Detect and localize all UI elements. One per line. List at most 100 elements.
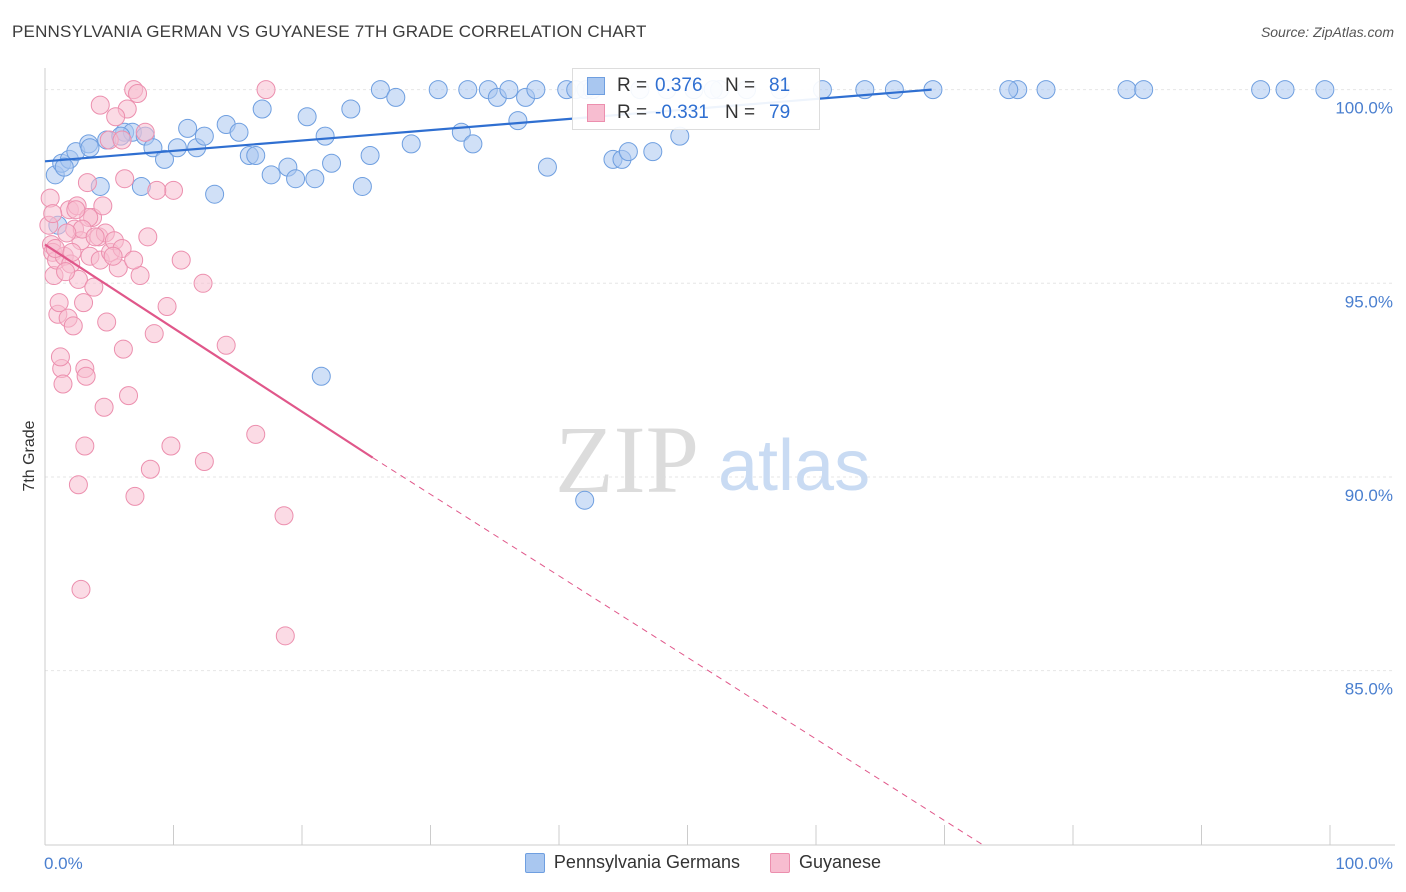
data-point (352, 176, 372, 196)
data-point (63, 316, 83, 336)
data-point (178, 118, 198, 138)
data-point (43, 204, 63, 224)
legend-r-label: R = (617, 102, 648, 123)
axes (44, 68, 1395, 846)
legend-n-label: N = (725, 102, 756, 123)
data-point (125, 486, 145, 506)
data-point (68, 475, 88, 495)
y-tick-label: 100.0% (1335, 99, 1393, 118)
data-point (157, 297, 177, 317)
legend-n-label: N = (725, 75, 756, 96)
data-point (256, 80, 276, 100)
data-point (167, 138, 187, 158)
data-point (74, 293, 94, 313)
data-point (171, 250, 191, 270)
data-point (57, 223, 77, 243)
legend-row-guyanese: R = -0.331 N = 79 (587, 101, 790, 125)
data-point (76, 366, 96, 386)
data-point (113, 339, 133, 359)
x-tick-label: 100.0% (1335, 854, 1393, 873)
y-tick-label: 85.0% (1345, 680, 1393, 699)
data-point (193, 273, 213, 293)
data-point (618, 142, 638, 162)
data-point (161, 436, 181, 456)
data-point (103, 246, 123, 266)
y-tick-label: 95.0% (1345, 292, 1393, 311)
legend-swatch-pink (587, 104, 605, 122)
data-point (274, 506, 294, 526)
y-tick-labels: 100.0% 95.0% 90.0% 85.0% (1335, 99, 1393, 699)
data-point (50, 347, 70, 367)
data-point (252, 99, 272, 119)
data-point (84, 277, 104, 297)
legend-item-guyanese[interactable]: Guyanese (770, 852, 881, 873)
data-point (322, 153, 342, 173)
legend-item-pennsylvania-germans[interactable]: Pennsylvania Germans (524, 852, 741, 873)
data-point (124, 250, 144, 270)
legend-label: Pennsylvania Germans (553, 852, 741, 872)
data-point (1251, 80, 1271, 100)
watermark-atlas: atlas (718, 426, 870, 506)
legend-label: Guyanese (799, 852, 882, 872)
data-point (106, 107, 126, 127)
watermark: ZIP atlas (555, 406, 870, 513)
data-point (1315, 80, 1335, 100)
data-point (49, 293, 69, 313)
data-point (311, 366, 331, 386)
data-point (370, 80, 390, 100)
legend-n-value: 81 (769, 75, 791, 96)
data-point (140, 459, 160, 479)
data-point (229, 122, 249, 142)
x-tick-label: 0.0% (44, 854, 83, 873)
legend-row-pennsylvania-germans: R = 0.376 N = 81 (587, 74, 790, 98)
data-point (77, 173, 97, 193)
legend-n-value: 79 (769, 102, 791, 123)
data-point (93, 196, 113, 216)
data-point (1036, 80, 1056, 100)
data-point (537, 157, 557, 177)
legend-swatch-blue (524, 852, 545, 873)
data-point (155, 149, 175, 169)
data-point (115, 169, 135, 189)
data-point (85, 227, 105, 247)
data-point (138, 227, 158, 247)
data-point (97, 312, 117, 332)
series-guyanese (39, 80, 295, 646)
data-point (884, 80, 904, 100)
data-point (341, 99, 361, 119)
data-point (575, 490, 595, 510)
chart-title: PENNSYLVANIA GERMAN VS GUYANESE 7TH GRAD… (12, 22, 647, 41)
data-point (80, 138, 100, 158)
data-point (66, 200, 86, 220)
legend-swatch-blue (587, 77, 605, 95)
data-point (246, 145, 266, 165)
data-point (401, 134, 421, 154)
data-point (144, 324, 164, 344)
data-point (261, 165, 281, 185)
series-legend: Pennsylvania Germans Guyanese (0, 852, 1406, 873)
legend-r-label: R = (617, 75, 648, 96)
data-point (128, 83, 148, 103)
data-point (119, 386, 139, 406)
data-point (508, 111, 528, 131)
y-axis-title: 7th Grade (21, 420, 38, 491)
data-point (526, 80, 546, 100)
data-point (54, 157, 74, 177)
data-point (1134, 80, 1154, 100)
legend-r-value: 0.376 (655, 75, 703, 96)
data-point (71, 579, 91, 599)
data-point (246, 424, 266, 444)
correlation-legend: R = 0.376 N = 81 R = -0.331 N = 79 (572, 68, 820, 130)
legend-swatch-pink (770, 852, 791, 873)
data-point (194, 126, 214, 146)
data-point (1117, 80, 1137, 100)
data-point (463, 134, 483, 154)
data-point (428, 80, 448, 100)
data-point (90, 95, 110, 115)
data-point (147, 180, 167, 200)
data-point (94, 397, 114, 417)
data-point (135, 122, 155, 142)
chart-source: Source: ZipAtlas.com (1260, 24, 1394, 40)
grid-lines (45, 89, 1395, 672)
